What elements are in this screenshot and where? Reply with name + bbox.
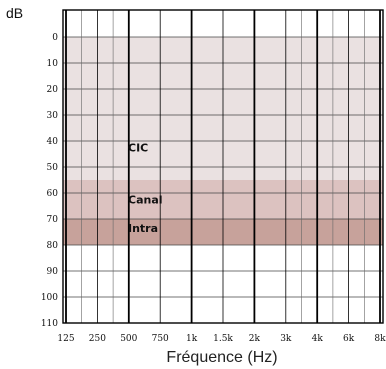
band-label-cic: CIC — [128, 141, 148, 154]
band-label-canal: Canal — [128, 193, 163, 206]
y-tick-label: 40 — [47, 137, 59, 147]
x-tick-label: 3k — [280, 334, 292, 344]
y-tick-label: 10 — [47, 59, 59, 69]
band-label-intra: Intra — [128, 222, 158, 235]
y-tick-label: 110 — [41, 319, 58, 329]
y-tick-label: 90 — [47, 267, 59, 277]
y-tick-label: 100 — [41, 293, 58, 303]
x-tick-label: 8k — [374, 334, 386, 344]
x-tick-label: 750 — [152, 334, 169, 344]
grid-layer — [63, 10, 383, 324]
x-tick-label: 125 — [57, 334, 74, 344]
x-axis-label: Fréquence (Hz) — [166, 349, 277, 366]
y-tick-label: 80 — [47, 241, 59, 251]
x-tick-label: 2k — [249, 334, 261, 344]
x-tick-label: 500 — [120, 334, 137, 344]
x-tick-label: 1k — [186, 334, 198, 344]
y-tick-label: 60 — [47, 189, 59, 199]
y-tick-label: 30 — [47, 111, 59, 121]
band-labels: CIC Canal Intra — [128, 141, 163, 235]
x-tick-label: 250 — [89, 334, 106, 344]
y-tick-label: 50 — [47, 163, 59, 173]
plot-frame — [62, 9, 384, 324]
y-axis-label: dB — [6, 5, 23, 21]
y-tick-label: 0 — [52, 33, 58, 43]
x-tick-labels: 125 250 500 750 1k 1.5k 2k 3k 4k 6k 8k — [57, 334, 386, 344]
x-tick-label: 1.5k — [213, 334, 233, 344]
y-tick-labels: 0 10 20 30 40 50 60 70 80 90 100 110 — [41, 33, 58, 329]
y-tick-label: 70 — [47, 215, 59, 225]
x-tick-label: 6k — [343, 334, 355, 344]
x-tick-label: 4k — [312, 334, 324, 344]
y-tick-label: 20 — [47, 85, 59, 95]
